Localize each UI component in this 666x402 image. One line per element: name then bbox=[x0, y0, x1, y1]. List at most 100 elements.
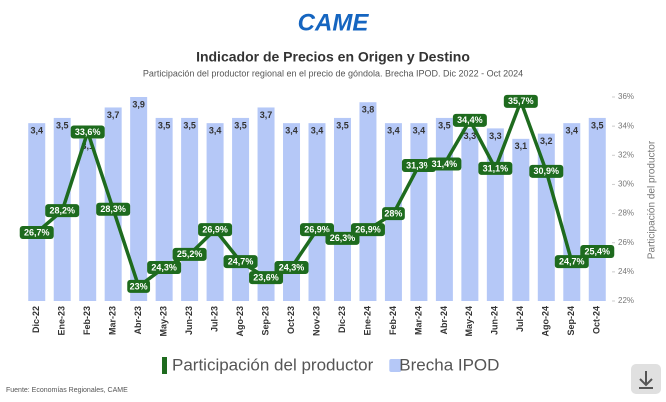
line-value-label: 24,7% bbox=[559, 257, 585, 267]
line-value-label: 34,4% bbox=[457, 115, 483, 125]
line-label-box bbox=[427, 157, 462, 171]
line-label-box bbox=[382, 207, 405, 221]
x-tick-label: Sep-23 bbox=[260, 306, 270, 336]
line-label-box bbox=[172, 247, 207, 261]
x-tick-label: Oct-24 bbox=[592, 306, 602, 334]
bar-value-label: 3,1 bbox=[515, 141, 528, 151]
line-label-box bbox=[478, 161, 513, 175]
line-label-box bbox=[96, 202, 131, 216]
line-label-box bbox=[19, 226, 54, 240]
x-tick-label: Dic-23 bbox=[337, 306, 347, 333]
bar-value-label: 3,2 bbox=[540, 136, 553, 146]
line-label-box bbox=[147, 260, 182, 274]
bar-value-label: 3,3 bbox=[489, 131, 502, 141]
bar bbox=[283, 123, 301, 302]
download-button[interactable] bbox=[631, 364, 661, 394]
line-label-box bbox=[503, 94, 538, 108]
y2-tick-label: 24% bbox=[618, 267, 634, 276]
bar-value-label: 3,8 bbox=[362, 105, 375, 115]
line-label-box bbox=[45, 204, 80, 218]
bar bbox=[410, 123, 428, 302]
line-label-box bbox=[70, 125, 105, 139]
y2-tick-label: 22% bbox=[618, 296, 634, 305]
bar-value-label: 3,5 bbox=[438, 120, 451, 130]
bar-value-label: 3,5 bbox=[158, 120, 171, 130]
bar bbox=[206, 123, 224, 302]
bar-value-label: 3,5 bbox=[56, 120, 69, 130]
bar-value-label: 3,4 bbox=[566, 126, 579, 136]
line-label-box bbox=[350, 223, 385, 237]
line-value-label: 28,2% bbox=[49, 206, 75, 216]
line-value-label: 26,3% bbox=[330, 233, 356, 243]
bar-value-label: 3,4 bbox=[387, 126, 400, 136]
x-tick-label: Feb-23 bbox=[82, 306, 92, 335]
line-label-box bbox=[554, 255, 589, 269]
bar-value-label: 3,4 bbox=[285, 126, 298, 136]
x-tick-label: Ene-23 bbox=[57, 306, 67, 336]
bar-value-label: 3,5 bbox=[234, 120, 247, 130]
source: Fuente: Economías Regionales, CAME bbox=[6, 387, 128, 394]
bar bbox=[155, 117, 173, 301]
bar-value-label: 3,5 bbox=[183, 120, 196, 130]
bar-value-label: 3,4 bbox=[30, 126, 43, 136]
x-tick-label: Jul-24 bbox=[515, 306, 525, 332]
x-tick-label: May-24 bbox=[464, 306, 474, 337]
line-value-label: 31,1% bbox=[483, 163, 509, 173]
bar bbox=[588, 117, 606, 301]
y2-tick-label: 36% bbox=[618, 92, 634, 101]
bar bbox=[232, 117, 250, 301]
y2-tick-label: 32% bbox=[618, 150, 634, 159]
line-label-box bbox=[249, 271, 284, 285]
chart-subtitle: Participación del productor regional en … bbox=[143, 68, 523, 78]
bar bbox=[28, 123, 46, 302]
bar-value-label: 3,5 bbox=[336, 120, 349, 130]
bar bbox=[512, 138, 530, 301]
x-tick-label: Mar-23 bbox=[108, 306, 118, 335]
x-tick-label: Dic-22 bbox=[31, 306, 41, 333]
line-label-box bbox=[580, 244, 615, 258]
line-value-label: 23% bbox=[130, 281, 148, 291]
line-label-box bbox=[198, 223, 233, 237]
line-value-label: 30,9% bbox=[534, 166, 560, 176]
bar-value-label: 3,4 bbox=[209, 126, 222, 136]
y2-tick-label: 26% bbox=[618, 238, 634, 247]
line-label-box bbox=[452, 113, 487, 127]
bar bbox=[308, 123, 326, 302]
y2-tick-label: 34% bbox=[618, 121, 634, 130]
bar-value-label: 3,4 bbox=[311, 126, 324, 136]
line-value-label: 35,7% bbox=[508, 96, 534, 106]
bar bbox=[333, 117, 351, 301]
bar-value-label: 3,7 bbox=[107, 110, 120, 120]
chart-title: Indicador de Precios en Origen y Destino bbox=[196, 49, 470, 65]
line-value-label: 26,9% bbox=[304, 224, 330, 234]
x-tick-label: Nov-23 bbox=[311, 306, 321, 336]
x-tick-label: Abr-23 bbox=[133, 306, 143, 335]
x-tick-label: Feb-24 bbox=[388, 306, 398, 335]
line-value-label: 24,3% bbox=[279, 262, 305, 272]
x-tick-label: Ago-23 bbox=[235, 306, 245, 337]
x-tick-label: Ago-24 bbox=[541, 306, 551, 337]
x-tick-label: Jul-23 bbox=[209, 306, 219, 332]
line-value-label: 31,4% bbox=[432, 159, 458, 169]
bar bbox=[359, 102, 377, 301]
line-value-label: 26,9% bbox=[355, 224, 381, 234]
line-value-label: 31,3% bbox=[406, 160, 432, 170]
logo: CAME bbox=[298, 9, 370, 36]
legend-label: Participación del productor bbox=[172, 355, 374, 374]
line-label-box bbox=[325, 231, 360, 245]
line-value-label: 25,4% bbox=[584, 246, 610, 256]
bar bbox=[181, 117, 199, 301]
x-tick-label: Sep-24 bbox=[566, 306, 576, 336]
x-tick-label: May-23 bbox=[159, 306, 169, 337]
download-icon[interactable] bbox=[639, 371, 653, 389]
line-value-label: 23,6% bbox=[253, 273, 279, 283]
line-label-box bbox=[300, 223, 334, 237]
legend-swatch bbox=[389, 359, 402, 372]
bar bbox=[130, 97, 148, 301]
line-label-box bbox=[223, 255, 258, 269]
legend-label: Brecha IPOD bbox=[399, 355, 499, 374]
line-label-box bbox=[127, 279, 151, 293]
line-value-label: 25,2% bbox=[177, 249, 203, 259]
bar bbox=[257, 107, 275, 301]
